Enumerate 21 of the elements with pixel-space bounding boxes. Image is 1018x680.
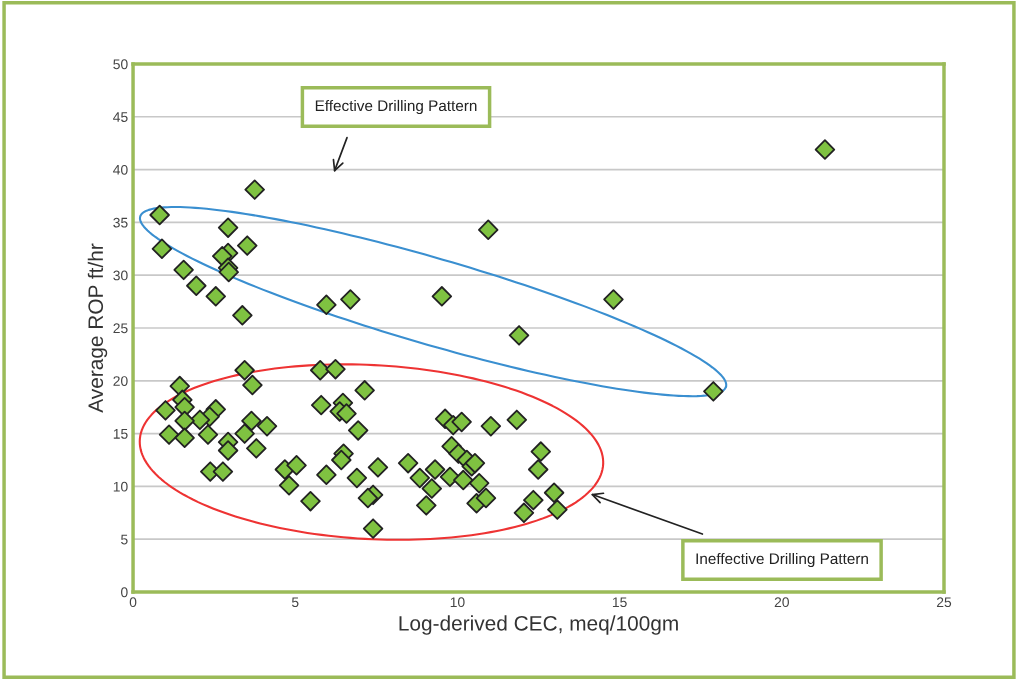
x-tick-label: 10 bbox=[450, 597, 465, 608]
y-axis-title: Average ROP ft/hr bbox=[87, 243, 108, 413]
y-tick-label: 45 bbox=[113, 112, 128, 122]
y-tick-label: 20 bbox=[113, 376, 128, 386]
x-tick-label: 20 bbox=[774, 597, 789, 608]
y-tick-label: 35 bbox=[113, 217, 128, 228]
y-tick-label: 40 bbox=[113, 164, 128, 175]
y-tick-label: 10 bbox=[113, 481, 128, 492]
x-tick-label: 15 bbox=[612, 597, 627, 608]
y-tick-label: 30 bbox=[113, 270, 128, 281]
y-tick-label: 25 bbox=[113, 323, 128, 334]
annotation: Effective Drilling Pattern bbox=[315, 99, 477, 115]
x-tick-label: 25 bbox=[936, 597, 952, 608]
x-tick-label: 5 bbox=[291, 597, 299, 608]
y-tick-label: 50 bbox=[113, 59, 128, 70]
y-tick-label: 5 bbox=[121, 534, 128, 545]
annotation: Ineffective Drilling Pattern bbox=[696, 552, 868, 568]
x-tick-label: 0 bbox=[129, 597, 137, 608]
x-axis-title: Log-derived CEC, meq/100gm bbox=[399, 615, 678, 635]
y-tick-label: 0 bbox=[121, 587, 128, 598]
y-tick-label: 15 bbox=[113, 429, 128, 439]
